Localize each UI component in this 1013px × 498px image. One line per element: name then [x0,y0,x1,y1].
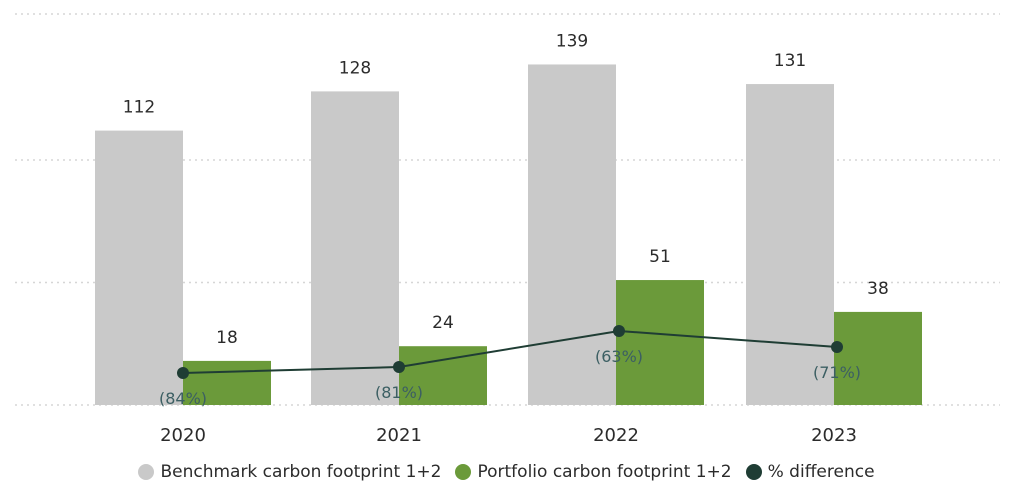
bar-benchmark-2021 [311,91,399,406]
difference-line [177,325,843,379]
legend-label-benchmark: Benchmark carbon footprint 1+2 [160,462,442,482]
data-label-portfolio-2020: 18 [216,328,238,348]
bar-portfolio-2022 [616,280,704,405]
difference-label-2023: (71%) [813,363,861,382]
x-tick-2021: 2021 [376,425,422,446]
legend-item-portfolio: Portfolio carbon footprint 1+2 [455,462,732,482]
bar-chart: 112 18 128 24 139 51 131 38 (84%) (81%) (63%) (71%)… [15,13,1000,446]
legend-swatch-difference [745,464,762,480]
bar-benchmark-2023 [746,84,834,406]
data-label-portfolio-2022: 51 [649,247,671,267]
legend-label-difference: % difference [767,462,875,482]
data-label-portfolio-2021: 24 [432,313,454,333]
legend-item-benchmark: Benchmark carbon footprint 1+2 [138,462,441,482]
data-label-benchmark-2020: 112 [123,98,155,118]
data-label-portfolio-2023: 38 [867,279,889,299]
bars [95,64,922,406]
legend-label-portfolio: Portfolio carbon footprint 1+2 [477,462,732,482]
difference-label-2020: (84%) [159,389,207,408]
data-label-benchmark-2021: 128 [339,58,371,78]
difference-point-2023 [831,341,843,353]
bar-benchmark-2020 [95,130,183,405]
bar-benchmark-2022 [528,64,616,405]
legend-swatch-benchmark [138,464,155,480]
legend-item-difference: % difference [745,462,875,482]
difference-point-2022 [613,325,625,337]
difference-label-2021: (81%) [375,383,423,402]
difference-label-2022: (63%) [595,347,643,366]
difference-point-2021 [393,361,405,373]
x-tick-2022: 2022 [593,425,639,446]
legend: Benchmark carbon footprint 1+2 Portfolio… [0,462,1013,482]
data-label-benchmark-2023: 131 [774,51,806,71]
x-tick-2023: 2023 [811,425,857,446]
gridlines [15,13,1000,406]
difference-line-path [182,329,838,374]
x-tick-2020: 2020 [160,425,206,446]
data-labels: 112 18 128 24 139 51 131 38 (84%) (81%) (63%) (71%) [123,31,889,408]
bar-portfolio-2023 [834,311,922,405]
data-label-benchmark-2022: 139 [556,31,588,51]
legend-swatch-portfolio [455,464,472,480]
difference-point-2020 [177,367,189,379]
bar-portfolio-2020 [183,360,271,405]
x-axis-ticks: 2020 2021 2022 2023 [160,425,857,446]
